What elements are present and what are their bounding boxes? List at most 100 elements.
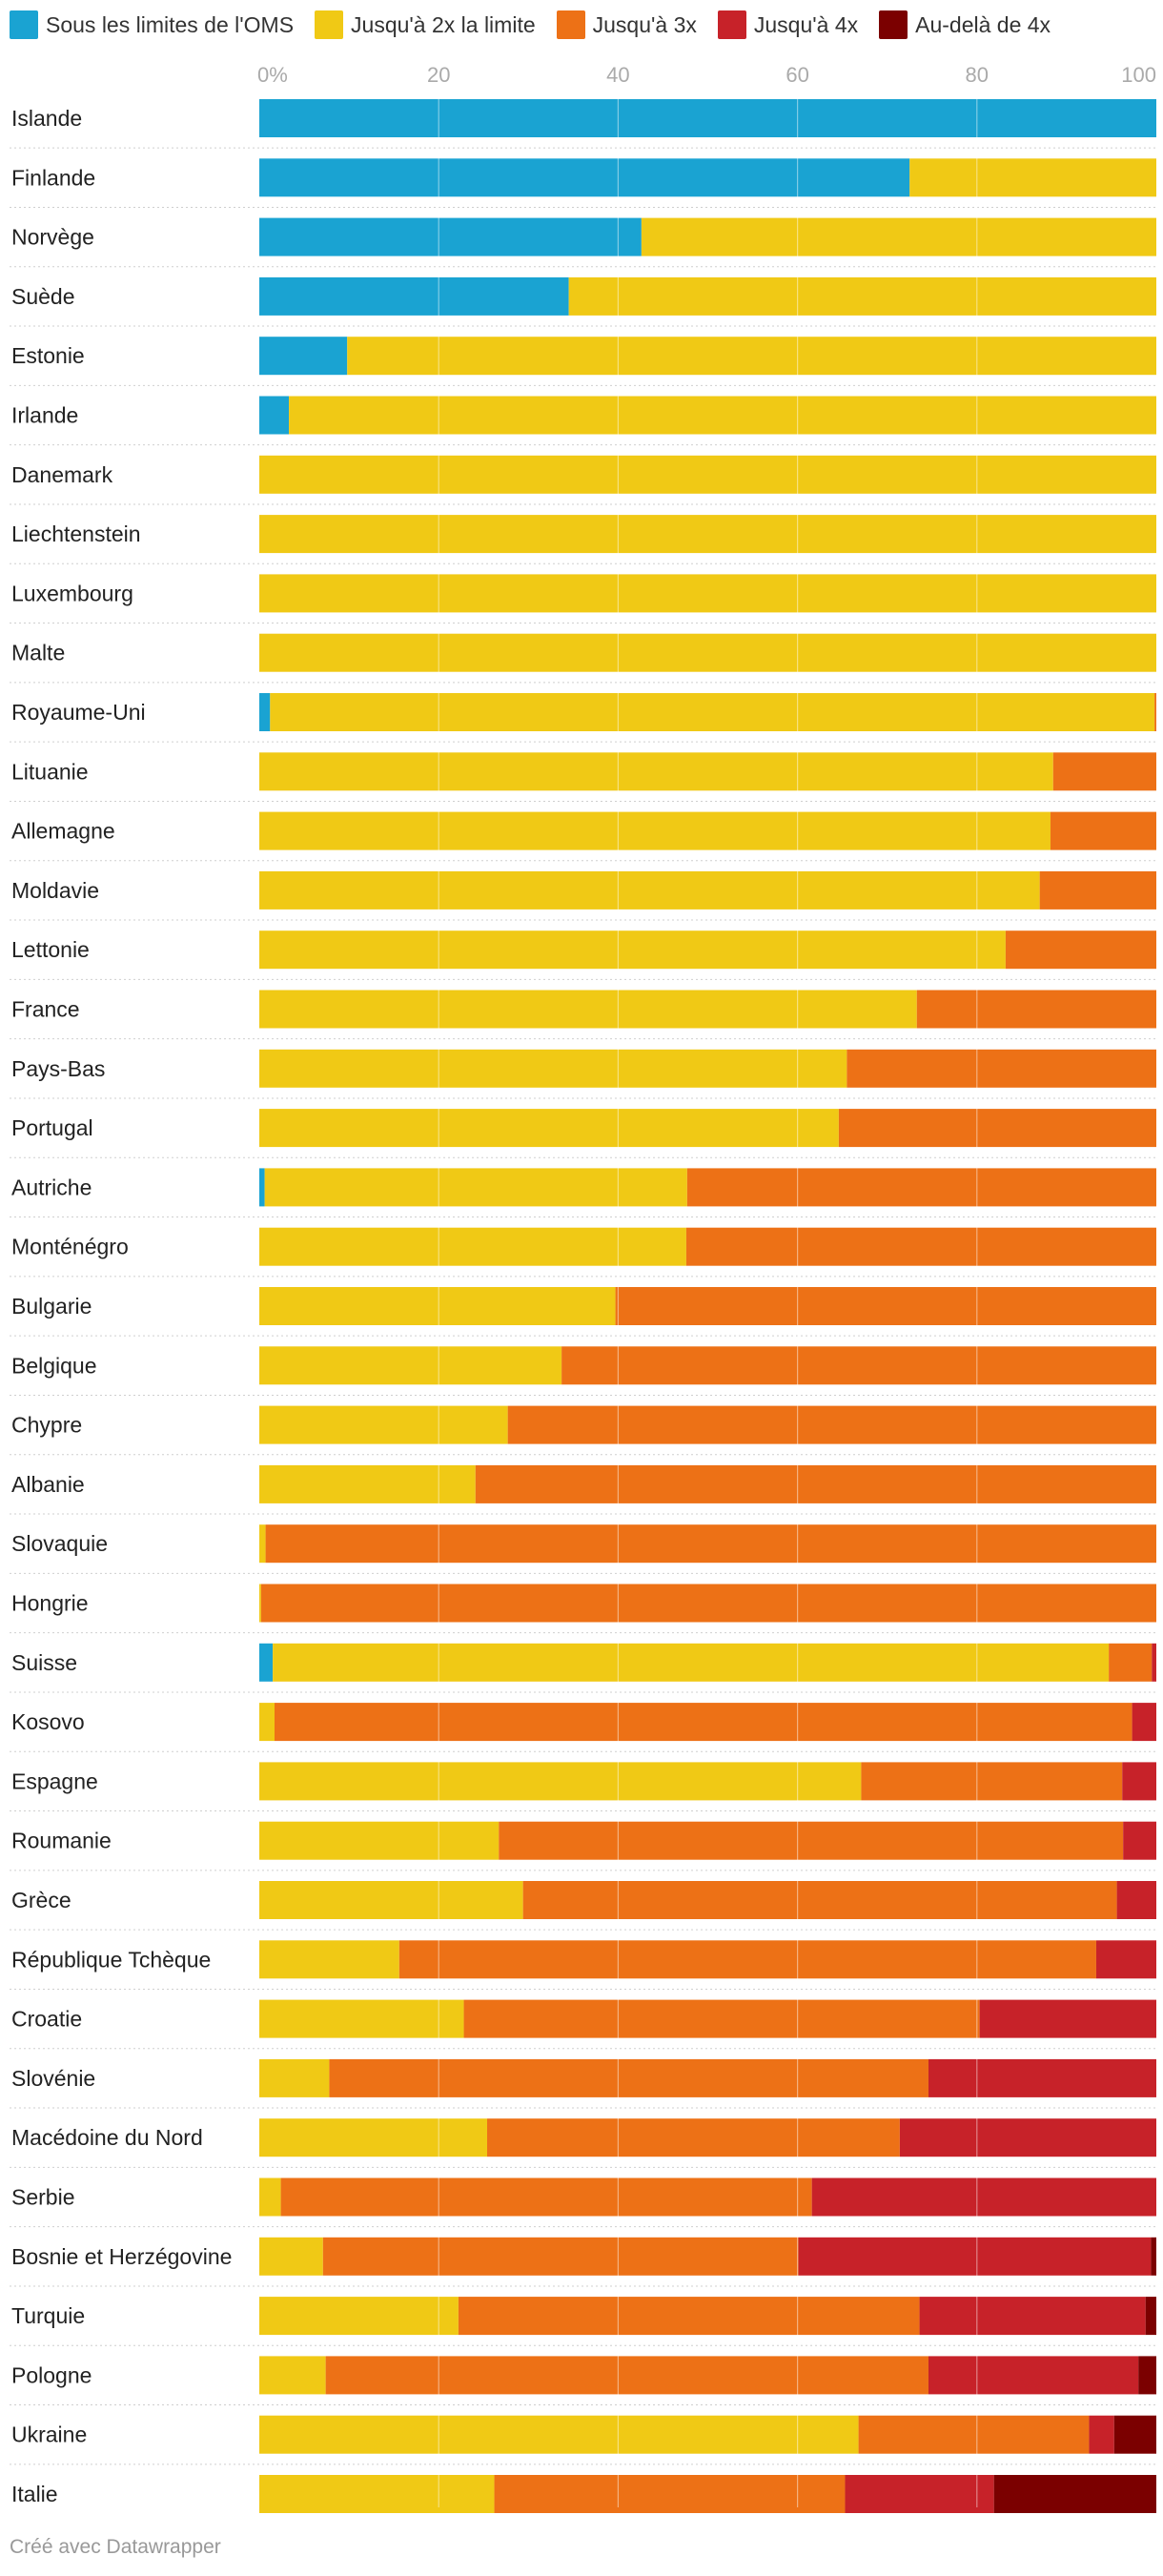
legend-item: Jusqu'à 3x <box>556 10 697 39</box>
bar-segment <box>259 1287 616 1325</box>
row-label: Hongrie <box>11 1591 89 1616</box>
row-label: Finlande <box>11 165 95 190</box>
row-label: Liechtenstein <box>11 521 141 546</box>
tick-label: 40 <box>606 63 629 87</box>
tick-label: 80 <box>966 63 989 87</box>
bar-segment <box>259 2177 281 2217</box>
legend-label: Jusqu'à 3x <box>592 11 697 37</box>
bar-segment <box>909 158 1156 197</box>
row-label: Macédoine du Nord <box>11 2125 203 2150</box>
bar-segment <box>487 2118 900 2157</box>
bar-segment <box>615 1287 1156 1325</box>
bar-segment <box>499 1821 1124 1860</box>
row-label: Roumanie <box>11 1829 112 1853</box>
bar-segment <box>259 870 1040 910</box>
bar-segment <box>259 2118 488 2157</box>
bar-segment <box>686 1168 1156 1207</box>
row-label: Monténégro <box>11 1235 129 1259</box>
row-label: Bulgarie <box>11 1294 92 1319</box>
bar-segment <box>259 574 1156 613</box>
tick-label: 0% <box>257 63 288 87</box>
bar-segment <box>259 633 1156 672</box>
row-label: Luxembourg <box>11 581 133 605</box>
bar-segment <box>259 811 1051 850</box>
row-label: Slovénie <box>11 2066 95 2091</box>
legend-item: Au-delà de 4x <box>879 10 1051 39</box>
bar-segment <box>1116 1881 1156 1919</box>
legend-item: Jusqu'à 2x la limite <box>315 10 536 39</box>
bar-segment <box>845 2475 994 2513</box>
legend-label: Sous les limites de l'OMS <box>46 11 295 37</box>
bar-segment <box>993 2475 1156 2513</box>
bar-segment <box>259 1584 261 1623</box>
row-label: Kosovo <box>11 1709 85 1734</box>
bar-segment <box>458 2297 920 2336</box>
row-label: France <box>11 997 80 1022</box>
row-label: Slovaquie <box>11 1531 108 1556</box>
bar-segment <box>1138 2356 1156 2395</box>
bar-segment <box>928 2058 1156 2097</box>
bar-segment <box>1005 930 1156 970</box>
bar-segment <box>1089 2415 1114 2454</box>
bar-segment <box>259 1227 686 1266</box>
bar-segment <box>273 1643 1110 1682</box>
bar-segment <box>259 930 1006 970</box>
bar-segment <box>259 1346 562 1385</box>
credit-text: Créé avec Datawrapper <box>10 2536 221 2558</box>
bar-segment <box>928 2356 1139 2395</box>
row-label: Autriche <box>11 1175 92 1199</box>
row-label: Royaume-Uni <box>11 700 146 725</box>
bar-segment <box>259 455 1156 494</box>
row-label: Allemagne <box>11 819 115 844</box>
legend-label: Au-delà de 4x <box>915 11 1051 37</box>
row-label: Estonie <box>11 343 85 368</box>
bar-segment <box>522 1881 1117 1919</box>
bar-segment <box>322 2237 799 2276</box>
bar-segment <box>1095 1940 1156 1979</box>
row-label: Italie <box>11 2482 58 2506</box>
bar-segment <box>861 1762 1123 1801</box>
row-label: Belgique <box>11 1353 97 1378</box>
row-label: Croatie <box>11 2007 82 2032</box>
legend-swatch <box>879 10 908 39</box>
legend-swatch <box>315 10 344 39</box>
bar-segment <box>347 337 1156 376</box>
row-label: Chypre <box>11 1413 82 1438</box>
bar-segment <box>561 1346 1156 1385</box>
row-label: Serbie <box>11 2185 74 2210</box>
bar-segment <box>259 693 271 731</box>
bar-segment <box>259 1643 274 1682</box>
row-label: Lituanie <box>11 759 89 784</box>
bar-segment <box>463 1999 980 2038</box>
bar-segment <box>811 2177 1156 2217</box>
row-label: Malte <box>11 641 65 665</box>
legend-swatch <box>717 10 746 39</box>
bar-segment <box>274 1703 1132 1742</box>
bar-segment <box>259 1940 399 1979</box>
bar-segment <box>568 276 1156 316</box>
bar-segment <box>259 337 348 376</box>
row-label: Espagne <box>11 1768 98 1793</box>
bar-segment <box>259 2356 326 2395</box>
row-label: Ukraine <box>11 2423 87 2447</box>
bar-segment <box>1154 693 1156 731</box>
legend-label: Jusqu'à 4x <box>753 11 859 37</box>
row-label: Pologne <box>11 2362 92 2387</box>
row-label: Islande <box>11 106 82 131</box>
bar-segment <box>259 2297 459 2336</box>
bar-segment <box>838 1109 1156 1148</box>
bar-segment <box>1050 811 1156 850</box>
row-label: Lettonie <box>11 937 90 962</box>
bar-segment <box>325 2356 928 2395</box>
tick-label: 60 <box>786 63 808 87</box>
bar-segment <box>259 1109 839 1148</box>
row-label: Bosnie et Herzégovine <box>11 2244 232 2269</box>
bar-segment <box>289 396 1157 435</box>
bar-segment <box>259 99 1156 137</box>
row-label: Irlande <box>11 403 78 428</box>
legend: Sous les limites de l'OMS Jusqu'à 2x la l… <box>10 8 1071 42</box>
legend-item: Jusqu'à 4x <box>717 10 859 39</box>
bar-segment <box>1122 1762 1156 1801</box>
bar-segment <box>1109 1643 1153 1682</box>
